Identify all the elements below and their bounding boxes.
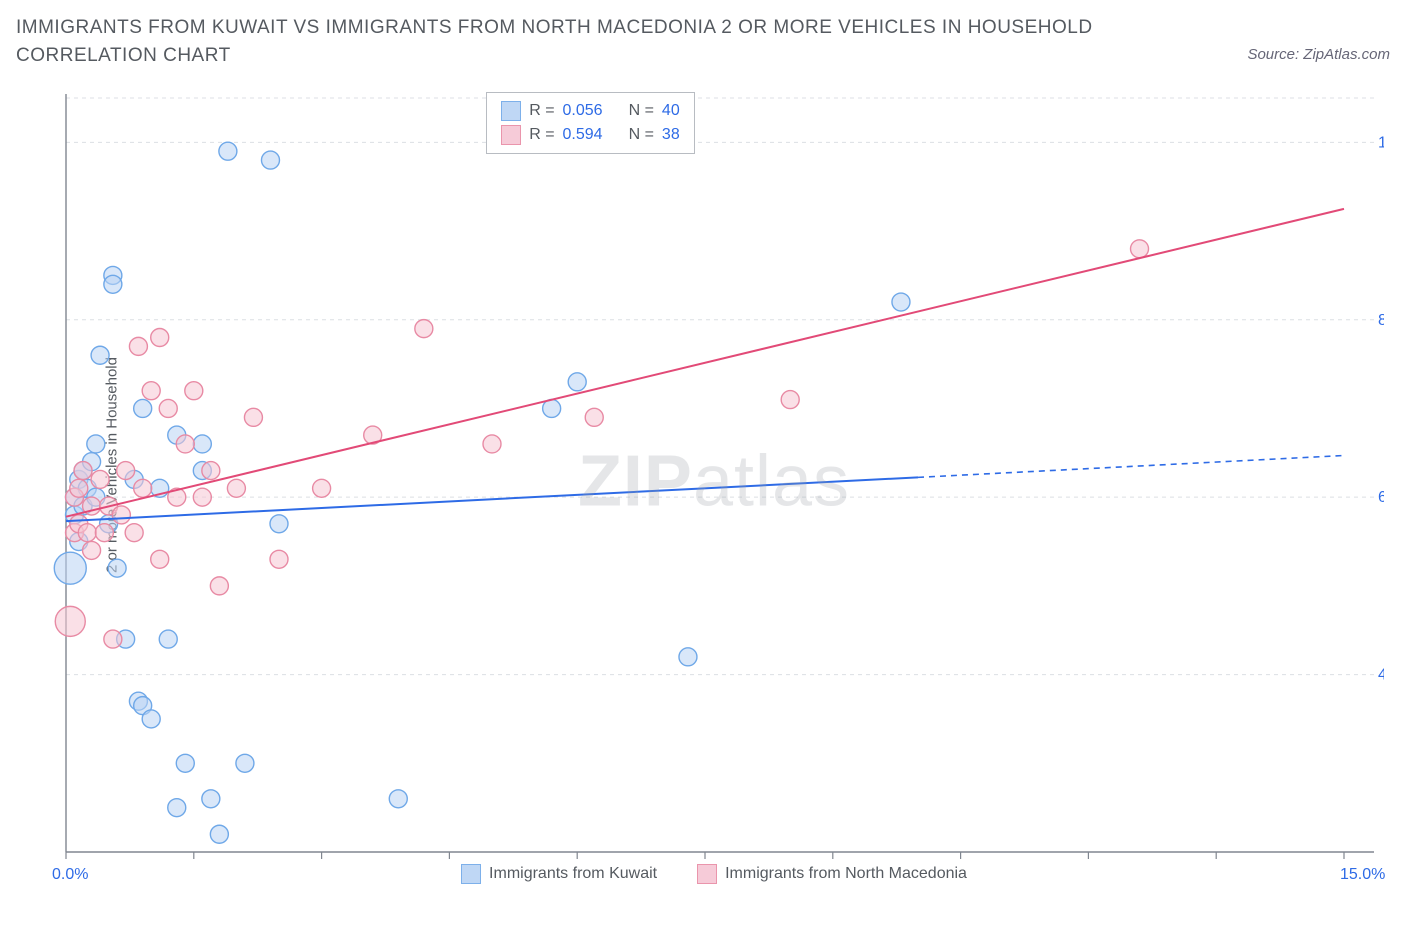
swatch-kuwait: [461, 864, 481, 884]
scatter-chart: 40.0% 60.0% 80.0% 100.0%: [44, 92, 1384, 884]
stats-legend-box: R = 0.056 N = 40 R = 0.594 N = 38: [486, 92, 695, 154]
svg-text:100.0%: 100.0%: [1378, 134, 1384, 151]
x-axis-max-label: 15.0%: [1340, 866, 1385, 884]
x-axis-min-label: 0.0%: [52, 866, 88, 884]
legend: Immigrants from Kuwait Immigrants from N…: [44, 864, 1384, 884]
legend-item-kuwait: Immigrants from Kuwait: [461, 864, 657, 884]
chart-area: 40.0%60.0%80.0%100.0% ZIPatlas R = 0.056…: [44, 92, 1384, 884]
svg-text:80.0%: 80.0%: [1378, 312, 1384, 329]
swatch-macedonia: [697, 864, 717, 884]
stats-row-kuwait: R = 0.056 N = 40: [501, 99, 680, 123]
swatch-kuwait: [501, 101, 521, 121]
legend-item-macedonia: Immigrants from North Macedonia: [697, 864, 967, 884]
page-title: IMMIGRANTS FROM KUWAIT VS IMMIGRANTS FRO…: [16, 14, 1136, 69]
svg-text:40.0%: 40.0%: [1378, 667, 1384, 684]
svg-text:60.0%: 60.0%: [1378, 489, 1384, 506]
source-attribution: Source: ZipAtlas.com: [1247, 46, 1390, 63]
stats-row-macedonia: R = 0.594 N = 38: [501, 123, 680, 147]
swatch-macedonia: [501, 125, 521, 145]
